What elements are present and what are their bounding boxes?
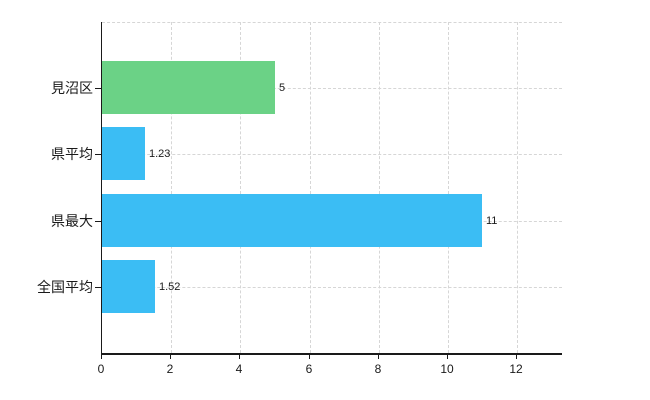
gridline-horizontal: [102, 22, 562, 23]
x-tick-mark: [516, 354, 517, 359]
plot-area: 5 1.23 11 1.52: [102, 22, 562, 353]
value-label: 11: [486, 215, 498, 227]
x-tick-label: 10: [440, 362, 454, 376]
value-label: 1.23: [149, 148, 171, 160]
value-label: 1.52: [159, 281, 181, 293]
gridline-vertical: [310, 22, 311, 353]
x-tick-label: 6: [305, 362, 313, 376]
y-axis-line: [100, 22, 102, 355]
value-label: 5: [279, 82, 286, 94]
x-tick-mark: [447, 354, 448, 359]
gridline-vertical: [517, 22, 518, 353]
gridline-vertical: [171, 22, 172, 353]
category-label-見沼区: 見沼区: [51, 80, 93, 96]
gridline-vertical: [448, 22, 449, 353]
x-tick-mark: [170, 354, 171, 359]
category-label-全国平均: 全国平均: [37, 279, 93, 295]
x-tick-label: 12: [509, 362, 523, 376]
x-axis-line: [100, 353, 562, 355]
bar-全国平均: [102, 260, 155, 313]
y-tick-mark: [95, 154, 101, 155]
x-tick-label: 4: [235, 362, 243, 376]
x-tick-mark: [309, 354, 310, 359]
category-label-県平均: 県平均: [51, 146, 93, 162]
y-tick-mark: [95, 221, 101, 222]
gridline-horizontal: [102, 287, 562, 288]
gridline-horizontal: [102, 88, 562, 89]
gridline-vertical: [379, 22, 380, 353]
x-tick-mark: [378, 354, 379, 359]
bar-見沼区: [102, 61, 275, 114]
category-label-県最大: 県最大: [51, 213, 93, 229]
y-tick-mark: [95, 287, 101, 288]
x-tick-mark: [101, 354, 102, 359]
x-tick-mark: [239, 354, 240, 359]
gridline-horizontal: [102, 154, 562, 155]
x-tick-label: 8: [374, 362, 382, 376]
x-tick-label: 0: [97, 362, 105, 376]
x-tick-label: 2: [166, 362, 174, 376]
bar-県平均: [102, 127, 145, 180]
y-tick-mark: [95, 88, 101, 89]
gridline-vertical: [240, 22, 241, 353]
bar-県最大: [102, 194, 482, 247]
